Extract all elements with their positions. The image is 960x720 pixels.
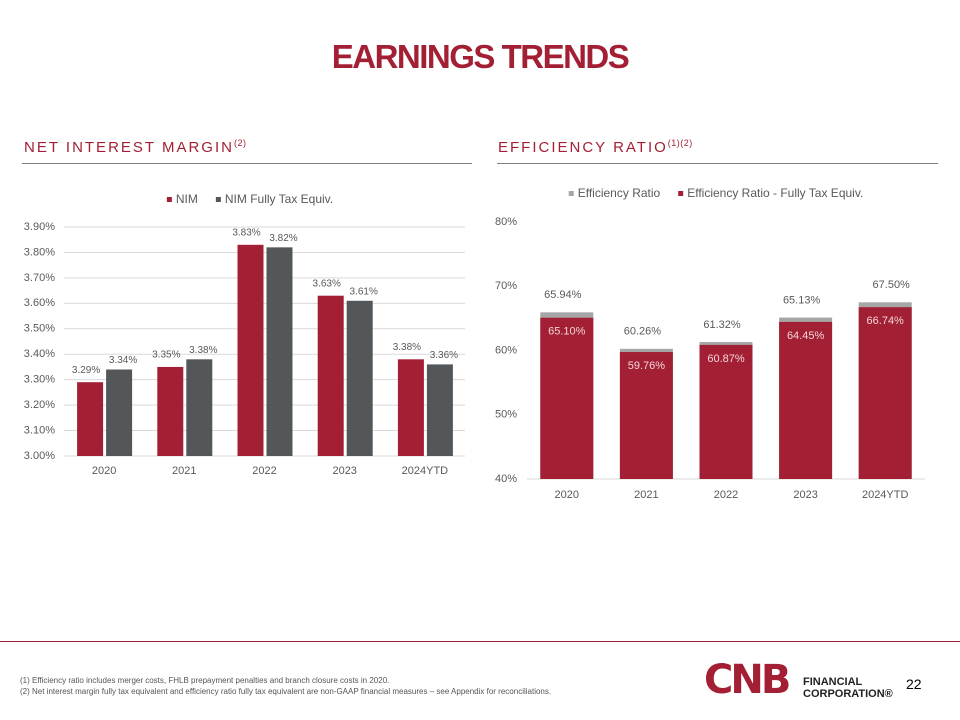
data-label: 64.45% <box>787 330 825 342</box>
bar <box>346 300 373 456</box>
y-tick-label: 3.40% <box>24 348 55 360</box>
bar <box>106 369 133 456</box>
data-label: 3.38% <box>189 345 217 356</box>
bar <box>186 359 213 456</box>
legend-label: Efficiency Ratio - Fully Tax Equiv. <box>687 186 863 200</box>
data-label: 3.29% <box>72 365 100 376</box>
footer-rule <box>0 641 960 642</box>
y-tick-label: 3.30% <box>24 374 55 386</box>
charts: 3.00% 3.10% 3.20% 3.30% 3.40% 3.50% 3.60% 3.70%… <box>24 186 925 501</box>
x-tick-label: 2024YTD <box>402 465 449 477</box>
x-tick-label: 2020 <box>555 489 579 501</box>
data-label: 65.10% <box>548 326 586 338</box>
y-tick-label: 40% <box>495 473 517 485</box>
x-tick-label: 2023 <box>793 489 817 501</box>
x-tick-label: 2022 <box>714 489 738 501</box>
y-tick-label: 3.70% <box>24 272 55 284</box>
chart-title: NET INTEREST MARGIN <box>24 139 234 156</box>
data-label: 3.82% <box>269 233 297 244</box>
bar <box>77 382 104 456</box>
title-note: (1)(2) <box>667 138 693 148</box>
data-label: 3.38% <box>393 342 421 353</box>
bar <box>779 321 833 479</box>
legend-marker <box>215 197 221 202</box>
legend-marker <box>678 191 684 196</box>
slide-title: EARNINGS TRENDS <box>331 38 630 75</box>
x-tick-label: 2024YTD <box>862 489 909 501</box>
x-tick-label: 2022 <box>252 465 276 477</box>
logo-text: CORPORATION® <box>803 688 893 700</box>
y-tick-label: 3.80% <box>24 246 55 258</box>
bar <box>426 364 453 456</box>
legend-marker <box>166 197 172 202</box>
data-label: 60.87% <box>707 353 745 365</box>
y-tick-label: 80% <box>495 216 517 228</box>
data-label: 60.26% <box>624 326 662 338</box>
x-tick-label: 2021 <box>634 489 658 501</box>
legend-label: NIM Fully Tax Equiv. <box>225 192 333 206</box>
bar <box>317 295 344 456</box>
page-number: 22 <box>906 676 922 692</box>
section-title: NET INTEREST MARGIN(2) <box>24 138 246 156</box>
bar <box>699 344 753 479</box>
bar <box>619 352 673 479</box>
y-tick-label: 50% <box>495 409 517 421</box>
chart-title: EFFICIENCY RATIO <box>498 139 668 156</box>
y-tick-label: 70% <box>495 280 517 292</box>
y-tick-label: 3.50% <box>24 323 55 335</box>
bar <box>397 359 424 456</box>
y-tick-label: 3.90% <box>24 221 55 233</box>
data-label: 66.74% <box>867 315 905 327</box>
data-label: 3.83% <box>232 227 260 238</box>
data-label: 65.13% <box>783 294 821 306</box>
y-tick-label: 3.00% <box>24 450 55 462</box>
x-tick-label: 2023 <box>332 465 356 477</box>
y-tick-label: 60% <box>495 344 517 356</box>
data-label: 59.76% <box>628 360 666 372</box>
section-title: EFFICIENCY RATIO(1)(2) <box>498 138 693 156</box>
bar <box>540 317 594 479</box>
bar <box>237 244 264 456</box>
data-label: 3.63% <box>313 278 341 289</box>
y-tick-label: 3.20% <box>24 399 55 411</box>
footnote: (1) Efficiency ratio includes merger cos… <box>20 676 390 685</box>
data-label: 67.50% <box>873 279 911 291</box>
logo-text: FINANCIAL <box>803 676 863 688</box>
data-label: 3.61% <box>350 286 378 297</box>
data-label: 3.35% <box>152 350 180 361</box>
bar <box>858 307 912 479</box>
y-tick-label: 3.10% <box>24 424 55 436</box>
legend-label: Efficiency Ratio <box>578 186 661 200</box>
data-label: 61.32% <box>703 319 741 331</box>
section-rule <box>22 163 472 164</box>
data-label: 65.94% <box>544 289 582 301</box>
data-label: 3.36% <box>430 350 458 361</box>
title-note: (2) <box>233 138 247 148</box>
bar <box>266 247 293 456</box>
data-label: 3.34% <box>109 355 137 366</box>
footnote: (2) Net interest margin fully tax equiva… <box>20 687 552 696</box>
legend-marker <box>568 191 574 196</box>
x-tick-label: 2021 <box>172 465 196 477</box>
section-rule <box>497 163 938 164</box>
x-tick-label: 2020 <box>92 465 116 477</box>
legend-label: NIM <box>176 192 198 206</box>
y-tick-label: 3.60% <box>24 297 55 309</box>
bar <box>157 366 184 456</box>
logo: CNB <box>704 657 791 703</box>
